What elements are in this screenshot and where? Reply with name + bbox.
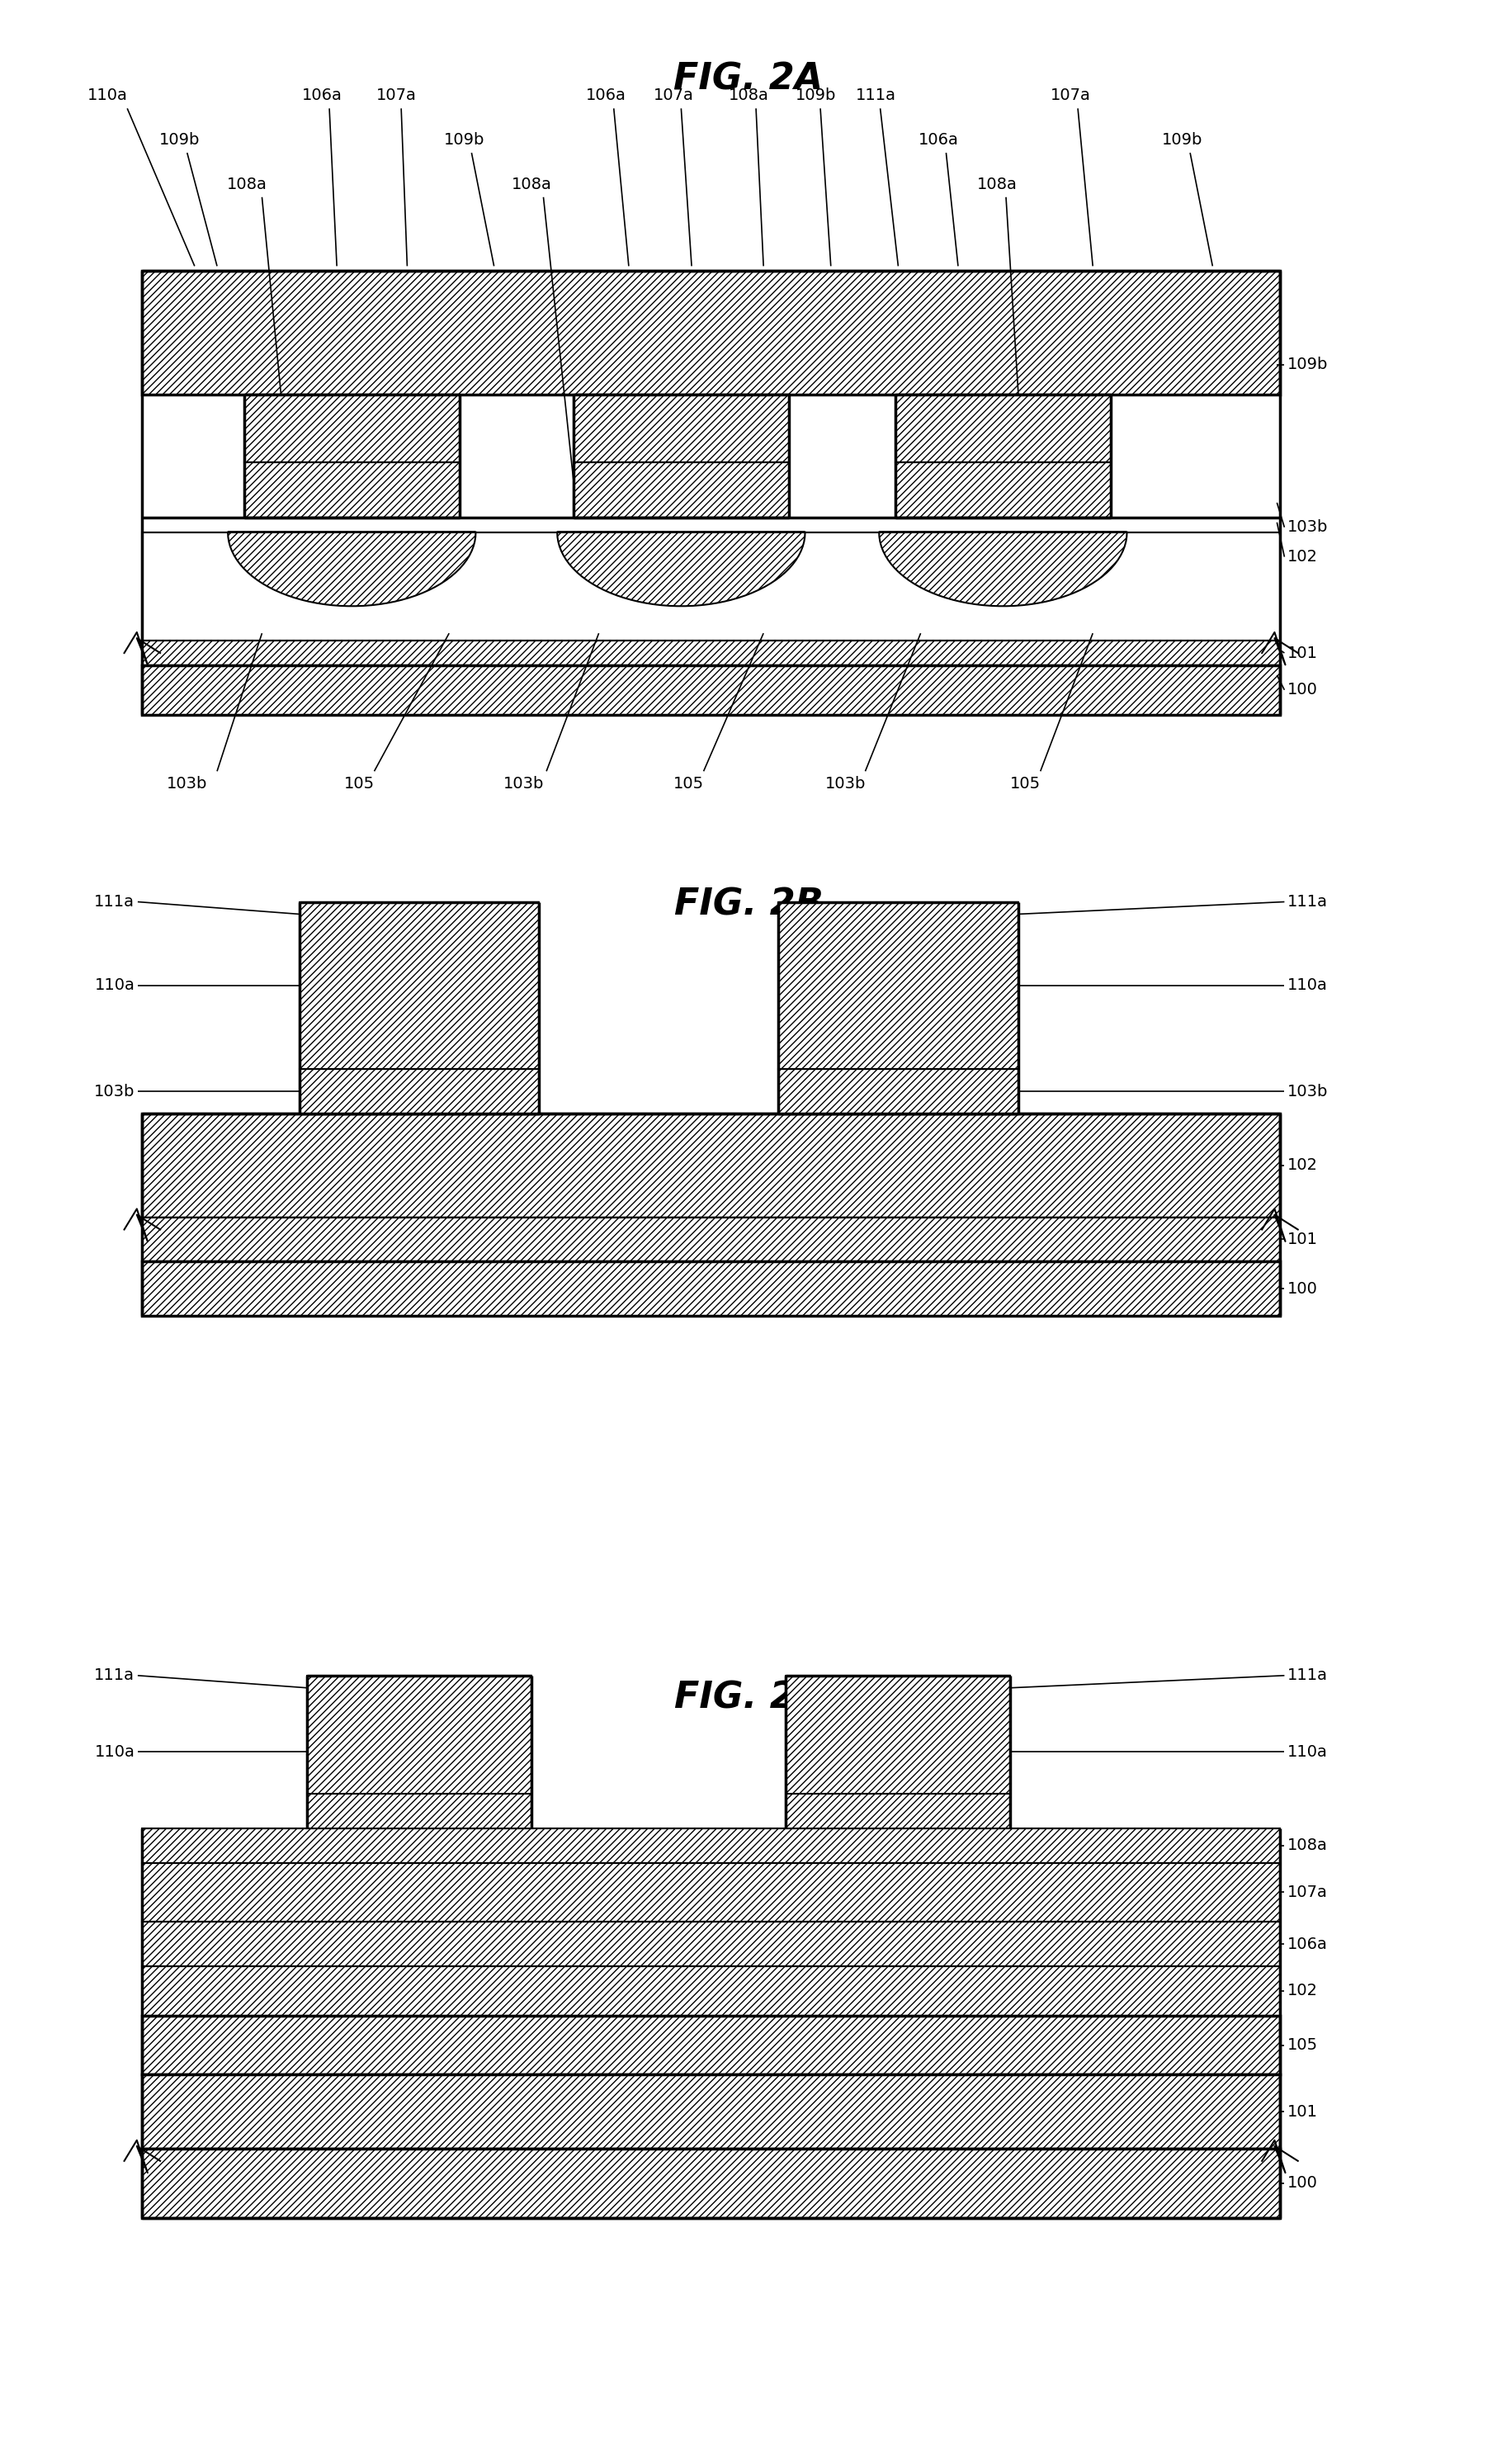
Bar xyxy=(142,1863,1280,1922)
Bar xyxy=(142,1922,1280,1966)
Text: 109b: 109b xyxy=(443,133,485,148)
Text: 105: 105 xyxy=(1010,776,1040,791)
Text: 106a: 106a xyxy=(302,89,341,103)
Bar xyxy=(778,1069,1018,1114)
Text: FIG. 2B: FIG. 2B xyxy=(674,887,823,922)
Text: 109b: 109b xyxy=(795,89,837,103)
Text: FIG. 2C: FIG. 2C xyxy=(675,1680,822,1715)
Text: 105: 105 xyxy=(1287,2038,1317,2053)
Text: 111a: 111a xyxy=(94,1668,135,1683)
Bar xyxy=(142,1966,1280,2016)
Text: 110a: 110a xyxy=(94,978,135,993)
Bar xyxy=(895,463,1111,517)
Bar xyxy=(142,1262,1280,1316)
Bar xyxy=(142,1217,1280,1262)
Bar xyxy=(142,1828,1280,1863)
Text: 100: 100 xyxy=(1287,683,1317,697)
Text: 109b: 109b xyxy=(1162,133,1204,148)
Bar xyxy=(299,1069,539,1114)
Text: 105: 105 xyxy=(344,776,374,791)
Bar xyxy=(778,902,1018,1069)
Bar xyxy=(142,271,1280,394)
Text: 103b: 103b xyxy=(825,776,867,791)
Text: 102: 102 xyxy=(1287,1984,1317,1998)
Text: 109b: 109b xyxy=(159,133,201,148)
Text: 108a: 108a xyxy=(1287,1838,1328,1853)
Text: FIG. 2A: FIG. 2A xyxy=(674,62,823,96)
Text: 106a: 106a xyxy=(919,133,958,148)
Text: 107a: 107a xyxy=(654,89,693,103)
Text: 103b: 103b xyxy=(503,776,545,791)
Text: 111a: 111a xyxy=(94,894,135,909)
Bar xyxy=(244,394,460,463)
Bar xyxy=(895,394,1111,463)
Text: 106a: 106a xyxy=(587,89,626,103)
Bar xyxy=(142,532,1280,641)
Text: 100: 100 xyxy=(1287,1281,1317,1296)
Bar xyxy=(895,394,1111,517)
Polygon shape xyxy=(879,532,1127,606)
Text: 107a: 107a xyxy=(1051,89,1090,103)
Bar xyxy=(244,394,460,517)
Bar xyxy=(142,1114,1280,1217)
Text: 107a: 107a xyxy=(1287,1885,1328,1900)
Bar xyxy=(142,665,1280,715)
Text: 100: 100 xyxy=(1287,2176,1317,2190)
Text: 105: 105 xyxy=(674,776,704,791)
Text: 101: 101 xyxy=(1287,646,1317,660)
Bar xyxy=(786,1676,1010,1828)
Bar xyxy=(244,463,460,517)
Bar xyxy=(142,2149,1280,2218)
Bar xyxy=(307,1676,531,1828)
Polygon shape xyxy=(557,532,805,606)
Text: 102: 102 xyxy=(1287,1158,1317,1173)
Text: 111a: 111a xyxy=(1287,894,1328,909)
Text: 101: 101 xyxy=(1287,1232,1317,1247)
Bar xyxy=(142,641,1280,665)
Text: 110a: 110a xyxy=(94,1745,135,1759)
Text: 111a: 111a xyxy=(1287,1668,1328,1683)
Text: 103b: 103b xyxy=(166,776,208,791)
Text: 109b: 109b xyxy=(1287,357,1328,372)
Text: 103b: 103b xyxy=(94,1084,135,1099)
Bar xyxy=(142,2016,1280,2075)
Text: 108a: 108a xyxy=(729,89,768,103)
Text: 107a: 107a xyxy=(377,89,416,103)
Bar xyxy=(573,394,789,463)
Bar xyxy=(299,902,539,1069)
Text: 111a: 111a xyxy=(855,89,897,103)
Text: 101: 101 xyxy=(1287,2104,1317,2119)
Text: 108a: 108a xyxy=(228,177,266,192)
Bar xyxy=(573,463,789,517)
Text: 108a: 108a xyxy=(512,177,551,192)
Text: 103b: 103b xyxy=(1287,1084,1328,1099)
Text: 102: 102 xyxy=(1287,549,1317,564)
Text: 103b: 103b xyxy=(1287,520,1328,535)
Text: 110a: 110a xyxy=(1287,1745,1328,1759)
Bar xyxy=(142,2075,1280,2149)
Text: 110a: 110a xyxy=(88,89,127,103)
Text: 108a: 108a xyxy=(978,177,1016,192)
Text: 110a: 110a xyxy=(1287,978,1328,993)
Bar xyxy=(573,394,789,517)
Polygon shape xyxy=(228,532,476,606)
Text: 106a: 106a xyxy=(1287,1937,1328,1951)
